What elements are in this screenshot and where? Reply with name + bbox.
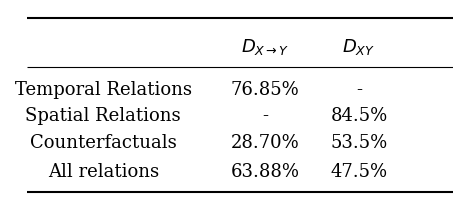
Text: Counterfactuals: Counterfactuals [30, 134, 177, 152]
Text: $D_{XY}$: $D_{XY}$ [342, 37, 375, 57]
Text: $D_{X\rightarrow Y}$: $D_{X\rightarrow Y}$ [241, 37, 289, 57]
Text: 47.5%: 47.5% [331, 163, 387, 181]
Text: 28.70%: 28.70% [231, 134, 300, 152]
Text: -: - [356, 81, 362, 99]
Text: -: - [262, 107, 268, 125]
Text: All relations: All relations [48, 163, 159, 181]
Text: 53.5%: 53.5% [330, 134, 388, 152]
Text: 63.88%: 63.88% [231, 163, 300, 181]
Text: Spatial Relations: Spatial Relations [25, 107, 181, 125]
Text: 76.85%: 76.85% [231, 81, 300, 99]
Text: Temporal Relations: Temporal Relations [15, 81, 192, 99]
Text: 84.5%: 84.5% [330, 107, 388, 125]
